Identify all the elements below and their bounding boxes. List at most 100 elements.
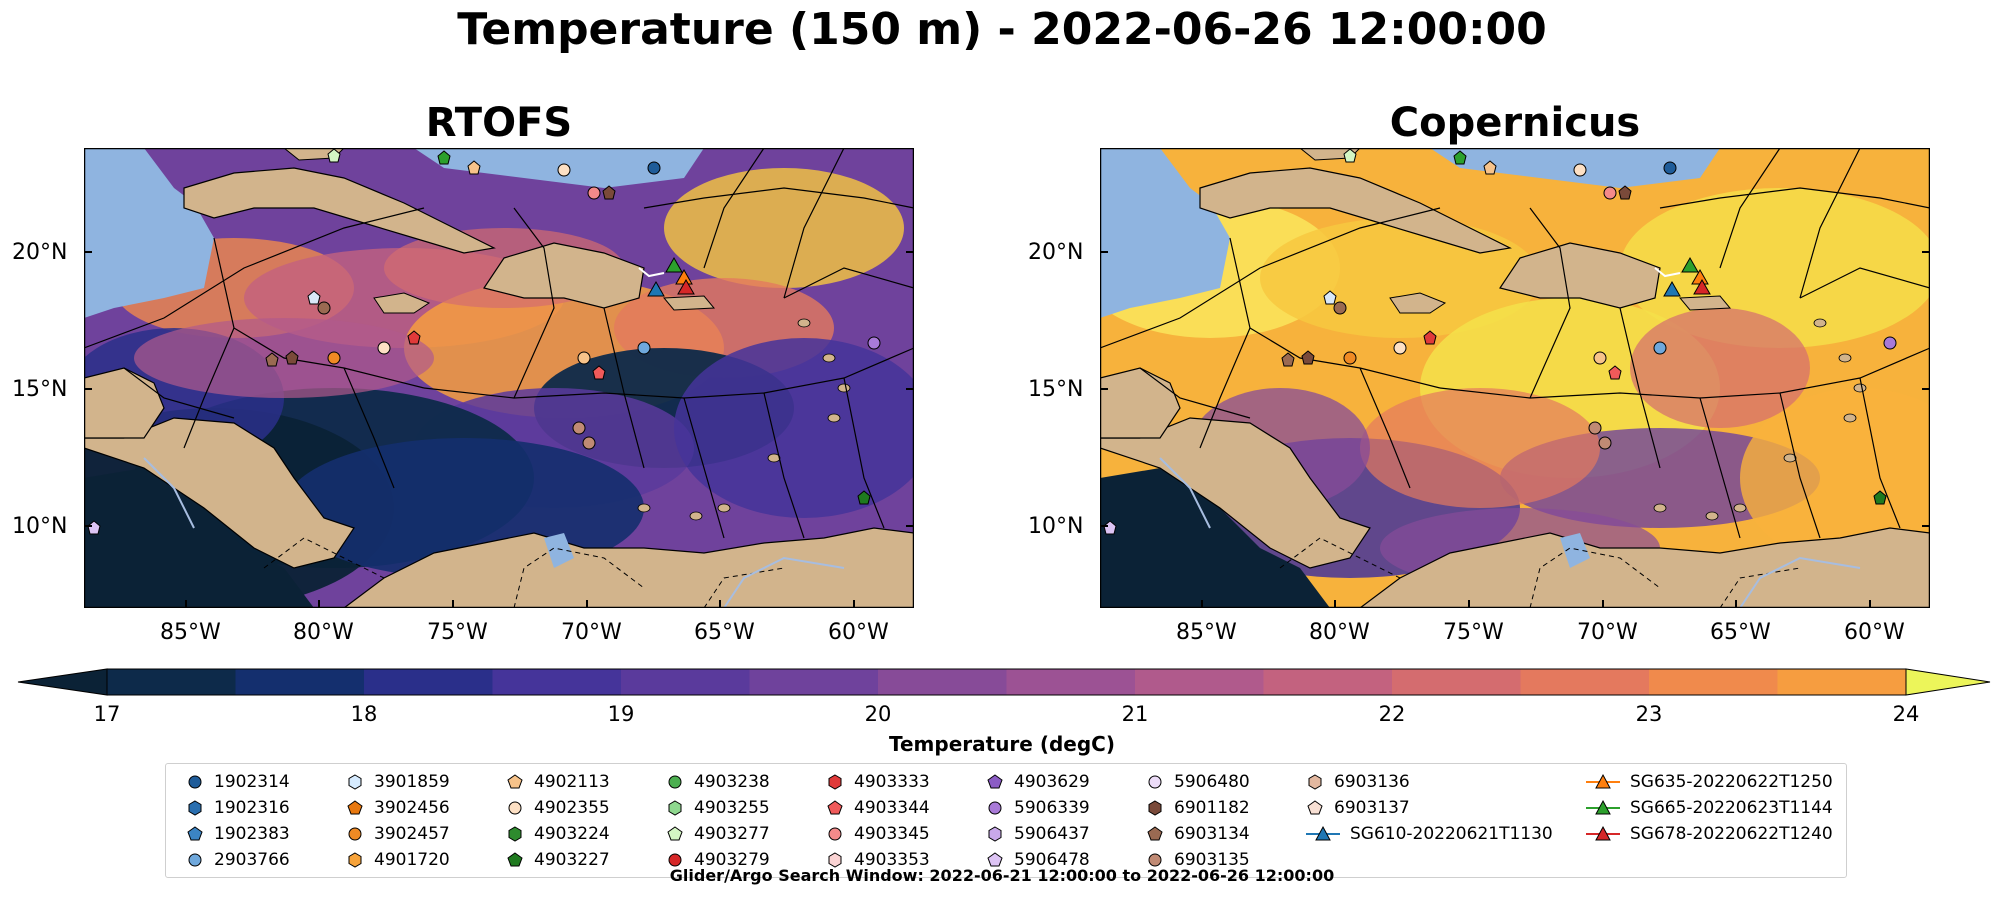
triangle-marker-icon bbox=[1586, 773, 1620, 789]
lon-label-80w-right: 80°W bbox=[1309, 620, 1370, 645]
lon-label-85w: 85°W bbox=[160, 620, 221, 645]
legend-label: 1902314 bbox=[214, 772, 290, 792]
circle-marker-icon bbox=[188, 853, 202, 867]
legend-item-6901182: 6901182 bbox=[1146, 798, 1250, 818]
hexagon-marker-icon bbox=[828, 774, 842, 790]
colorbar-bin bbox=[235, 669, 365, 695]
legend-label: 5906478 bbox=[1014, 850, 1090, 870]
legend-label: 6903136 bbox=[1334, 772, 1410, 792]
figure-title: Temperature (150 m) - 2022-06-26 12:00:0… bbox=[457, 4, 1547, 55]
legend-label: 1902383 bbox=[214, 824, 290, 844]
colorbar-bin bbox=[1777, 669, 1907, 695]
pentagon-marker-icon bbox=[1147, 826, 1163, 841]
lon-label-65w: 65°W bbox=[694, 620, 755, 645]
legend-item-5906437: 5906437 bbox=[986, 824, 1090, 844]
colorbar-bin bbox=[1392, 669, 1521, 695]
legend-item-4903333: 4903333 bbox=[826, 772, 930, 792]
colorbar-bin bbox=[364, 669, 493, 695]
circle-marker-icon bbox=[828, 827, 842, 841]
lat-label-20n-right: 20°N bbox=[1028, 240, 1084, 265]
legend-item-1902383: 1902383 bbox=[186, 824, 290, 844]
colorbar bbox=[17, 668, 1991, 696]
legend-label: 6903137 bbox=[1334, 798, 1410, 818]
legend-item-4901720: 4901720 bbox=[346, 850, 450, 870]
hexagon-marker-icon bbox=[508, 826, 522, 842]
legend-label: 5906480 bbox=[1174, 772, 1250, 792]
colorbar-tick-20: 20 bbox=[864, 702, 892, 726]
legend-item-4902355: 4902355 bbox=[506, 798, 610, 818]
legend-item-4903255: 4903255 bbox=[666, 798, 770, 818]
legend-label: 3902457 bbox=[374, 824, 450, 844]
hexagon-marker-icon bbox=[348, 852, 362, 868]
legend-label: 4903345 bbox=[854, 824, 930, 844]
legend-label: 6903135 bbox=[1174, 850, 1250, 870]
legend-item-4903238: 4903238 bbox=[666, 772, 770, 792]
legend-label: 3901859 bbox=[374, 772, 450, 792]
triangle-marker-icon bbox=[1306, 825, 1340, 841]
lon-label-75w-right: 75°W bbox=[1443, 620, 1504, 645]
circle-marker-icon bbox=[668, 775, 682, 789]
lat-label-15n: 15°N bbox=[12, 377, 68, 402]
legend-item-5906480: 5906480 bbox=[1146, 772, 1250, 792]
legend-item-4903353: 4903353 bbox=[826, 850, 930, 870]
circle-marker-icon bbox=[988, 801, 1002, 815]
map-rtofs bbox=[84, 148, 914, 608]
legend-label: 4903629 bbox=[1014, 772, 1090, 792]
legend-item-5906339: 5906339 bbox=[986, 798, 1090, 818]
pentagon-marker-icon bbox=[987, 774, 1003, 789]
panel-title-rtofs: RTOFS bbox=[425, 100, 573, 146]
colorbar-extend-min bbox=[17, 668, 108, 696]
lon-label-80w: 80°W bbox=[293, 620, 354, 645]
lon-label-60w-right: 60°W bbox=[1844, 620, 1905, 645]
legend-item-4903224: 4903224 bbox=[506, 824, 610, 844]
legend-label: SG610-20220621T1130 bbox=[1350, 824, 1553, 844]
legend-item-3901859: 3901859 bbox=[346, 772, 450, 792]
colorbar-bin bbox=[1135, 669, 1264, 695]
lon-label-70w-right: 70°W bbox=[1577, 620, 1638, 645]
legend-label: 4903227 bbox=[534, 850, 610, 870]
colorbar-tick-24: 24 bbox=[1892, 702, 1920, 726]
circle-marker-icon bbox=[1148, 775, 1162, 789]
legend-label: 4903255 bbox=[694, 798, 770, 818]
legend: 1902314 1902316 1902383 2903766 3901859 39024… bbox=[165, 763, 1847, 878]
circle-marker-icon bbox=[1148, 853, 1162, 867]
legend-label: 2903766 bbox=[214, 850, 290, 870]
legend-label: SG678-20220622T1240 bbox=[1630, 824, 1833, 844]
legend-label: 4903333 bbox=[854, 772, 930, 792]
circle-marker-icon bbox=[188, 775, 202, 789]
legend-label: 4903277 bbox=[694, 824, 770, 844]
colorbar-bin bbox=[492, 669, 622, 695]
colorbar-bin bbox=[1520, 669, 1650, 695]
hexagon-marker-icon bbox=[1148, 800, 1162, 816]
lon-label-70w: 70°W bbox=[561, 620, 622, 645]
legend-label: 4901720 bbox=[374, 850, 450, 870]
pentagon-marker-icon bbox=[507, 774, 523, 789]
lon-label-85w-right: 85°W bbox=[1176, 620, 1237, 645]
legend-label: 4903224 bbox=[534, 824, 610, 844]
legend-label: 6901182 bbox=[1174, 798, 1250, 818]
colorbar-bin bbox=[621, 669, 750, 695]
legend-item-4903227: 4903227 bbox=[506, 850, 610, 870]
legend-item-5906478: 5906478 bbox=[986, 850, 1090, 870]
legend-item-4902113: 4902113 bbox=[506, 772, 610, 792]
legend-item-4903344: 4903344 bbox=[826, 798, 930, 818]
legend-label: 4902355 bbox=[534, 798, 610, 818]
lat-label-20n: 20°N bbox=[12, 240, 68, 265]
circle-marker-icon bbox=[668, 853, 682, 867]
legend-label: 1902316 bbox=[214, 798, 290, 818]
colorbar-tick-17: 17 bbox=[93, 702, 121, 726]
panel-title-copernicus: Copernicus bbox=[1389, 100, 1641, 146]
colorbar-bin bbox=[107, 669, 236, 695]
legend-item-6903136: 6903136 bbox=[1306, 772, 1410, 792]
colorbar-tick-19: 19 bbox=[607, 702, 635, 726]
lon-label-60w: 60°W bbox=[828, 620, 889, 645]
colorbar-tick-18: 18 bbox=[350, 702, 378, 726]
pentagon-marker-icon bbox=[1307, 800, 1323, 815]
search-window-note: Glider/Argo Search Window: 2022-06-21 12… bbox=[669, 866, 1335, 885]
legend-label: 5906339 bbox=[1014, 798, 1090, 818]
hexagon-marker-icon bbox=[668, 800, 682, 816]
circle-marker-icon bbox=[508, 801, 522, 815]
colorbar-label: Temperature (degC) bbox=[889, 732, 1115, 756]
circle-marker-icon bbox=[348, 827, 362, 841]
legend-item-sg610-20220621t1130: SG610-20220621T1130 bbox=[1306, 824, 1553, 844]
